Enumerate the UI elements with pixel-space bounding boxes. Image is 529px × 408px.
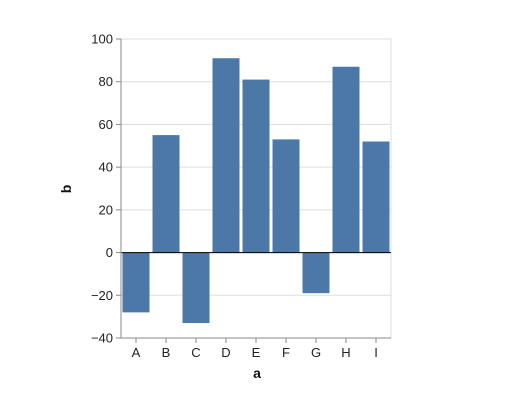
bar-A xyxy=(122,252,150,313)
y-tick-label: 0 xyxy=(106,245,113,260)
y-axis-title: b xyxy=(58,185,74,194)
x-tick-label: G xyxy=(311,345,321,360)
bar-I xyxy=(362,141,390,253)
y-tick-label: 20 xyxy=(99,202,113,217)
bar-G xyxy=(302,252,330,294)
bar-D xyxy=(212,58,240,253)
x-tick-label: F xyxy=(282,345,290,360)
bar-F xyxy=(272,139,300,253)
y-tick-label: 60 xyxy=(99,117,113,132)
x-tick-label: E xyxy=(252,345,261,360)
y-tick-label: 40 xyxy=(99,160,113,175)
y-tick-label: 100 xyxy=(91,32,113,47)
axes: −40 −20 0 20 40 60 80 100 A B C D E F G H I xyxy=(91,32,391,360)
x-tick-label: H xyxy=(341,345,350,360)
x-axis-title: a xyxy=(253,365,261,381)
y-tick-label: 80 xyxy=(99,74,113,89)
bar-B xyxy=(152,135,180,253)
x-tick-label: D xyxy=(221,345,230,360)
bars xyxy=(122,58,390,324)
bar-C xyxy=(182,252,210,324)
y-tick-label: −40 xyxy=(91,331,113,346)
bar-E xyxy=(242,79,270,253)
x-tick-label: C xyxy=(191,345,200,360)
x-tick-label: I xyxy=(374,345,378,360)
x-tick-label: B xyxy=(162,345,171,360)
bar-H xyxy=(332,66,360,253)
y-tick-label: −20 xyxy=(91,288,113,303)
x-tick-label: A xyxy=(132,345,141,360)
